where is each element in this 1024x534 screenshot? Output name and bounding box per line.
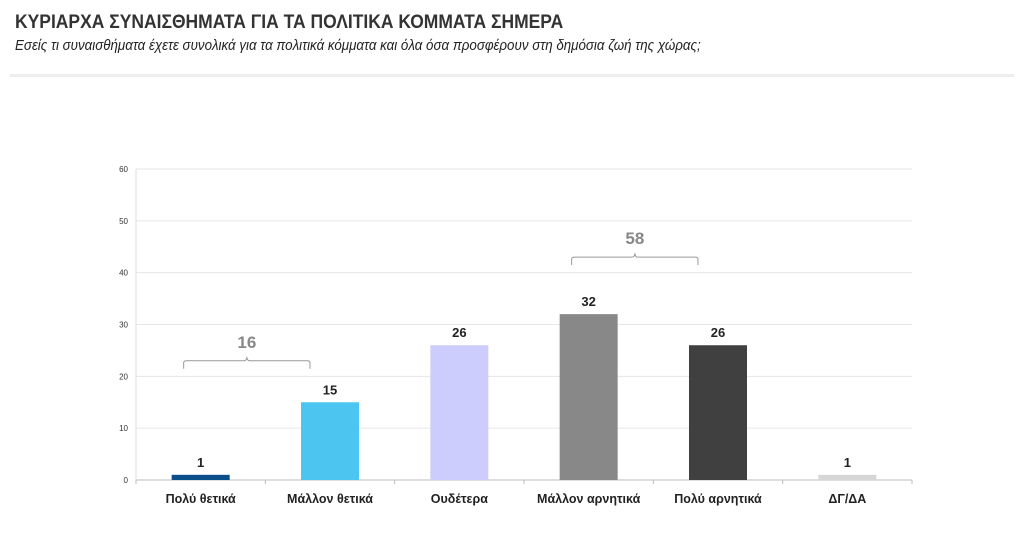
y-tick-label: 40 bbox=[119, 269, 128, 278]
x-tick-label: ΔΓ/ΔΑ bbox=[828, 492, 866, 506]
bar bbox=[689, 345, 747, 480]
y-tick-label: 20 bbox=[119, 372, 128, 381]
x-tick-label: Μάλλον αρνητικά bbox=[537, 492, 641, 506]
bar bbox=[171, 474, 230, 480]
y-tick-label: 50 bbox=[119, 217, 128, 226]
group-total-label: 16 bbox=[237, 333, 256, 352]
x-tick-label: Πολύ θετικά bbox=[166, 492, 236, 506]
y-tick-label: 60 bbox=[119, 165, 128, 174]
chart-subtitle: Εσείς τι συναισθήματα έχετε συνολικά για… bbox=[15, 38, 701, 54]
bar bbox=[559, 314, 618, 480]
chart-title: ΚΥΡΙΑΡΧΑ ΣΥΝΑΙΣΘΗΜΑΤΑ ΓΙΑ ΤΑ ΠΟΛΙΤΙΚΑ ΚΟ… bbox=[15, 12, 564, 33]
bar bbox=[301, 402, 359, 480]
bar bbox=[430, 345, 489, 480]
bar bbox=[818, 474, 877, 480]
y-tick-label: 10 bbox=[119, 424, 128, 433]
group-bracket bbox=[571, 253, 699, 266]
data-label: 26 bbox=[452, 325, 466, 340]
data-label: 1 bbox=[197, 455, 204, 470]
data-label: 26 bbox=[711, 325, 725, 340]
data-label: 15 bbox=[323, 382, 337, 397]
group-bracket bbox=[183, 356, 311, 369]
y-tick-label: 0 bbox=[124, 476, 129, 485]
x-tick-label: Ουδέτερα bbox=[431, 492, 488, 506]
y-tick-label: 30 bbox=[119, 321, 128, 330]
group-total-label: 58 bbox=[625, 229, 644, 248]
divider bbox=[10, 74, 1014, 77]
x-tick-label: Πολύ αρνητικά bbox=[674, 492, 762, 506]
data-label: 1 bbox=[844, 455, 851, 470]
x-tick-label: Μάλλον θετικά bbox=[287, 492, 373, 506]
data-label: 32 bbox=[581, 294, 595, 309]
